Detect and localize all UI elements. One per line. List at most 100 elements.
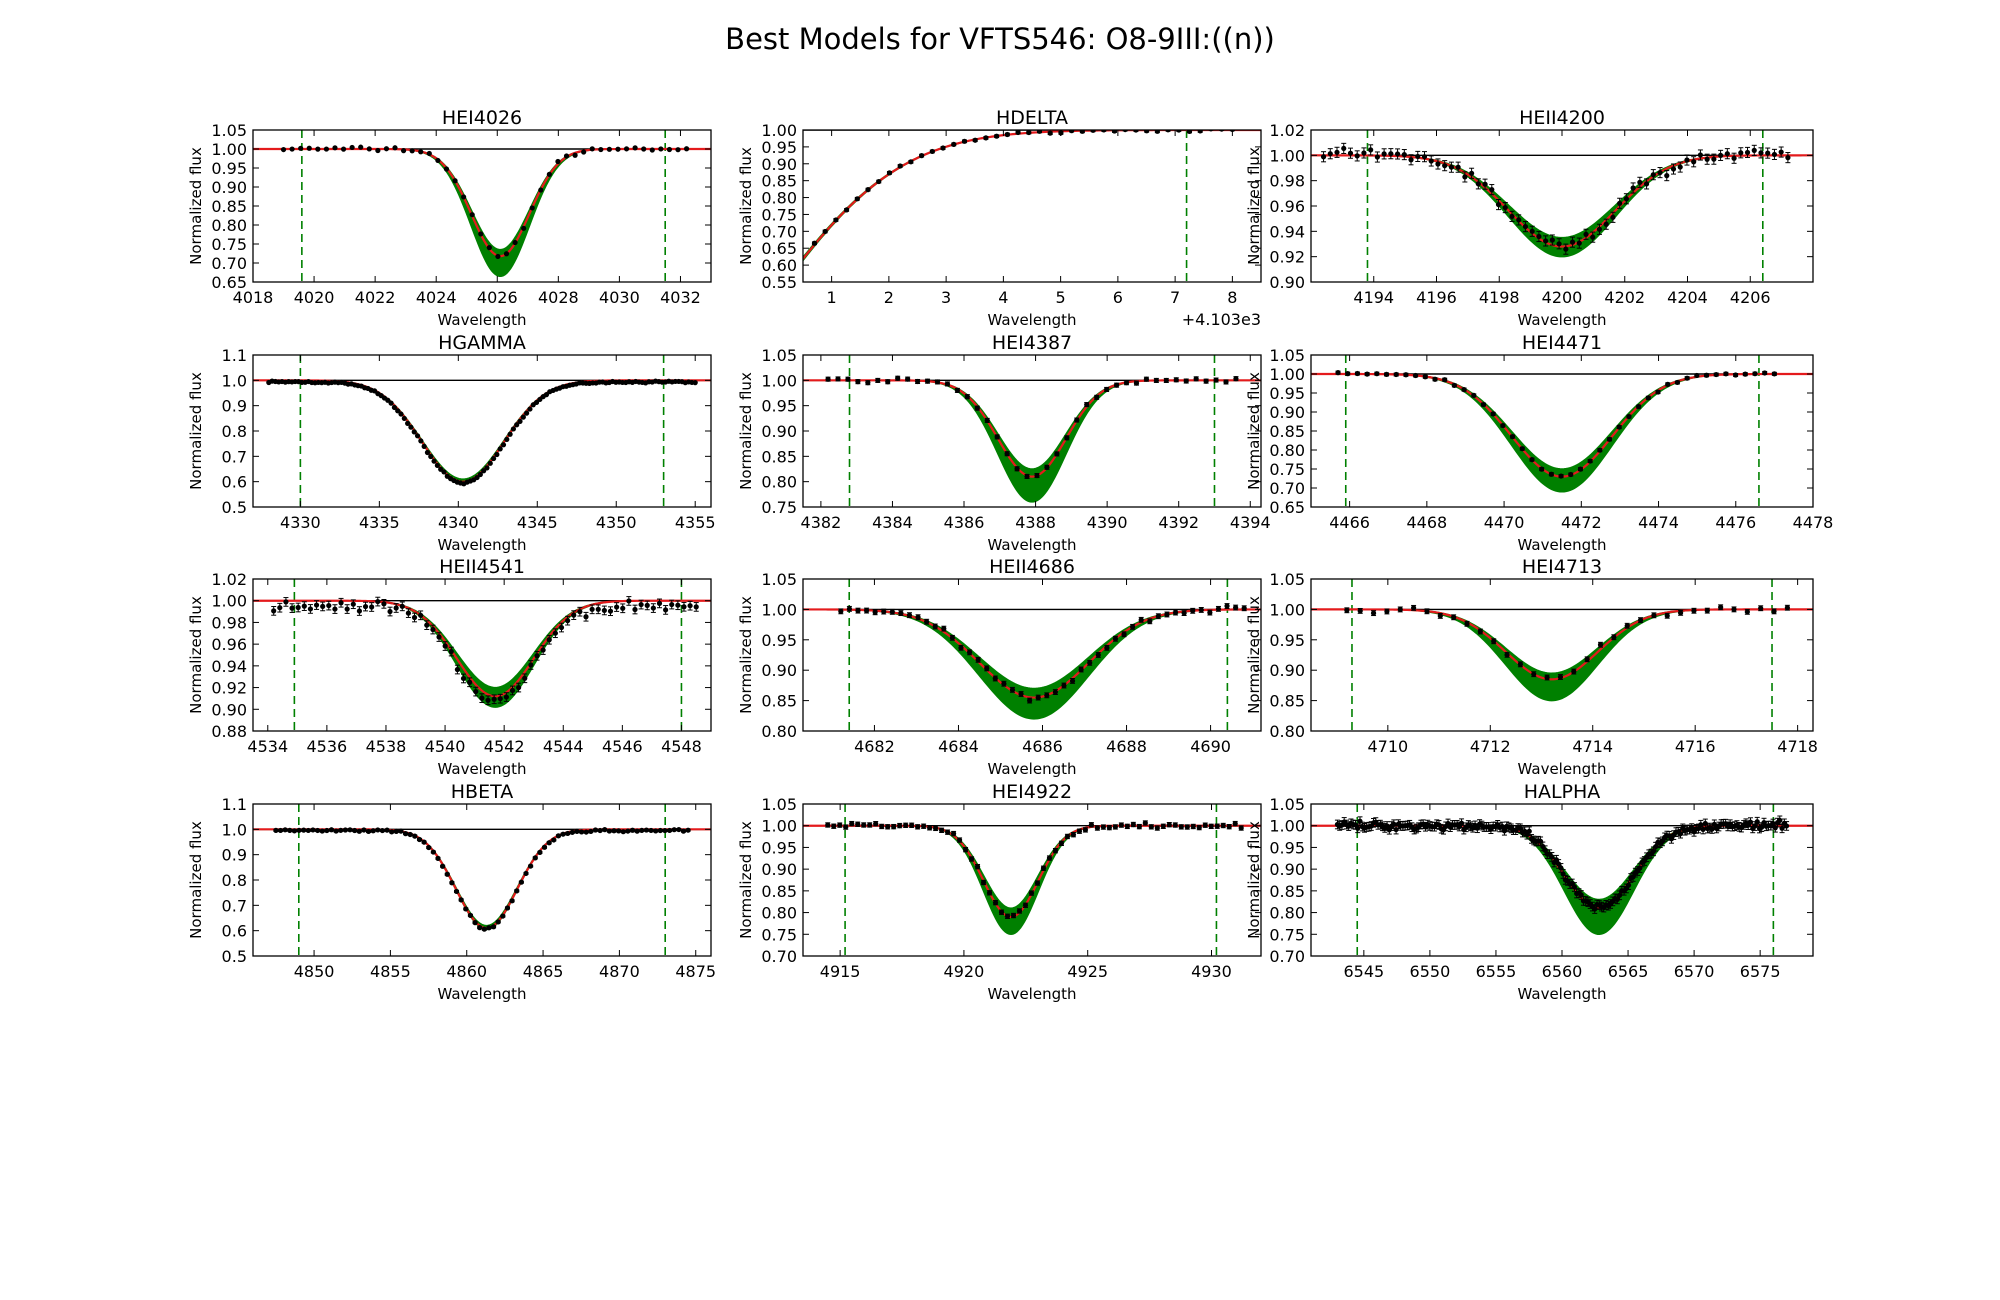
y-tick-label: 0.98 (211, 613, 247, 632)
data-point (1347, 150, 1354, 156)
data-point (273, 827, 279, 833)
data-point (408, 424, 414, 430)
y-tick-label: 0.75 (761, 498, 797, 517)
data-point (1664, 613, 1670, 619)
y-tick-label: 0.85 (761, 172, 797, 191)
data-point (634, 828, 640, 834)
data-point (614, 604, 620, 610)
data-point (1074, 417, 1080, 423)
data-point (1186, 130, 1193, 135)
y-axis-label: Normalized flux (187, 821, 205, 939)
y-axis-label: Normalized flux (737, 372, 755, 490)
data-point (1381, 151, 1387, 157)
data-point (338, 600, 344, 606)
data-point (1344, 607, 1350, 613)
y-tick-label: 0.9 (222, 397, 247, 416)
data-point (1047, 130, 1053, 136)
data-point (532, 855, 538, 861)
y-tick-label: 0.5 (222, 947, 247, 966)
data-point (1357, 608, 1363, 614)
data-point (512, 239, 518, 246)
data-point (891, 824, 897, 830)
data-point (951, 141, 957, 147)
data-point (914, 378, 921, 385)
x-tick-label: 4335 (359, 513, 400, 532)
data-point (849, 821, 855, 827)
data-point (326, 602, 332, 609)
data-point (1133, 380, 1140, 386)
data-point (1702, 820, 1708, 827)
data-point (474, 474, 480, 481)
data-point (418, 612, 424, 618)
data-point (1393, 371, 1399, 378)
data-point (472, 920, 478, 926)
data-point (1100, 824, 1106, 830)
data-point (565, 830, 571, 837)
panel-hei4713: 4710 4712 4714 4716 4718 0.80 0.85 0.90 0.95 1.00… (1245, 556, 1818, 778)
data-point (1415, 153, 1421, 160)
data-point (620, 829, 626, 835)
y-tick-label: 0.90 (1269, 273, 1305, 292)
data-point (650, 605, 656, 611)
x-tick-label: 4386 (944, 513, 985, 532)
data-point (1490, 411, 1496, 417)
panel-title: HEI4026 (442, 107, 522, 129)
x-tick-label: 4915 (820, 962, 861, 981)
data-point (1112, 824, 1118, 830)
data-point (534, 653, 540, 659)
data-point (491, 696, 497, 702)
data-point (1469, 170, 1475, 176)
x-tick-label: 4686 (1022, 737, 1063, 756)
data-point (1040, 865, 1047, 871)
y-tick-label: 0.8 (222, 871, 247, 890)
y-tick-label: 0.7 (222, 447, 247, 466)
data-point (915, 614, 921, 620)
data-point (1531, 671, 1537, 677)
data-point (571, 612, 577, 618)
data-point (676, 826, 682, 833)
data-point (1345, 371, 1351, 377)
plot-frame (802, 803, 1262, 957)
x-tick-label: 4330 (280, 513, 321, 532)
data-point (514, 888, 520, 894)
model-band (1311, 608, 1813, 702)
x-tick-label: 4200 (1542, 288, 1583, 307)
data-point (662, 827, 668, 834)
data-point (1424, 608, 1430, 614)
data-point (509, 898, 515, 904)
data-point (411, 429, 417, 435)
x-tick-label: 6560 (1542, 962, 1583, 981)
data-point (1718, 152, 1724, 158)
x-axis-label: Wavelength (438, 536, 527, 554)
data-point (962, 847, 969, 853)
y-tick-label: 0.65 (1269, 498, 1305, 517)
data-point (375, 598, 381, 605)
data-point (453, 888, 460, 895)
data-point (1537, 838, 1544, 844)
x-tick-label: 4020 (294, 288, 335, 307)
x-tick-label: 4202 (1604, 288, 1645, 307)
data-point (494, 451, 500, 458)
plot-frame (802, 129, 1262, 283)
data-point (1184, 824, 1190, 830)
data-point (648, 827, 654, 834)
panel-heii4200: 4194 4196 4198 4200 4202 4204 4206 0.90 0.92 0.94… (1245, 107, 1814, 329)
data-point (875, 377, 881, 384)
data-point (1355, 825, 1361, 831)
data-point (1384, 823, 1390, 829)
data-point (1641, 858, 1647, 864)
y-tick-label: 0.95 (761, 631, 797, 650)
data-point (1475, 181, 1481, 187)
data-point (1500, 422, 1506, 429)
x-tick-label: 4468 (1406, 513, 1447, 532)
x-tick-label: 1 (827, 288, 837, 307)
y-tick-label: 0.85 (1269, 692, 1305, 711)
data-point (1173, 377, 1179, 383)
data-point (395, 408, 401, 414)
data-point (347, 827, 353, 833)
data-point (479, 695, 485, 701)
data-point (583, 614, 589, 620)
data-point (1461, 387, 1467, 393)
data-point (1034, 880, 1041, 886)
data-point (1130, 624, 1136, 630)
